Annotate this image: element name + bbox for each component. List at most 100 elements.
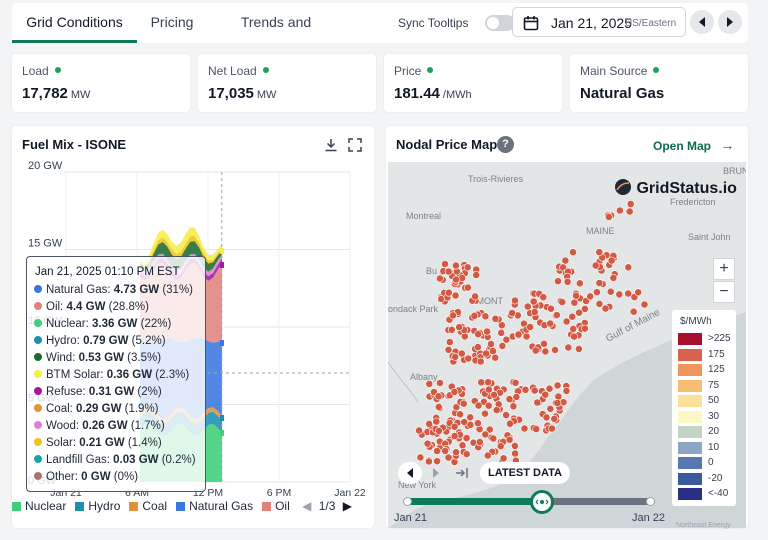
price-node-dot[interactable] <box>569 324 578 333</box>
sync-tooltips-toggle[interactable] <box>485 15 515 31</box>
price-node-dot[interactable] <box>575 279 584 288</box>
price-node-dot[interactable] <box>434 392 443 401</box>
price-node-dot[interactable] <box>492 406 501 414</box>
price-node-dot[interactable] <box>592 288 601 297</box>
price-node-dot[interactable] <box>496 442 505 451</box>
price-node-dot[interactable] <box>482 349 490 358</box>
price-node-dot[interactable] <box>423 439 432 448</box>
price-node-dot[interactable] <box>436 274 444 283</box>
price-node-dot[interactable] <box>629 307 638 316</box>
price-node-dot[interactable] <box>514 330 523 339</box>
price-node-dot[interactable] <box>626 200 635 208</box>
price-node-dot[interactable] <box>572 291 580 300</box>
price-node-dot[interactable] <box>601 304 610 313</box>
price-node-dot[interactable] <box>580 324 589 333</box>
price-node-dot[interactable] <box>542 413 551 422</box>
price-node-dot[interactable] <box>530 308 539 316</box>
price-node-dot[interactable] <box>541 347 550 356</box>
price-node-dot[interactable] <box>458 441 467 450</box>
price-node-dot[interactable] <box>484 378 493 387</box>
price-node-dot[interactable] <box>425 419 434 428</box>
price-node-dot[interactable] <box>533 398 542 407</box>
date-picker[interactable]: Jan 21, 2025 US/Eastern <box>512 7 686 37</box>
price-node-dot[interactable] <box>607 256 616 265</box>
price-node-dot[interactable] <box>552 311 561 319</box>
price-node-dot[interactable] <box>531 346 540 355</box>
price-node-dot[interactable] <box>434 402 443 411</box>
price-node-dot[interactable] <box>558 298 567 306</box>
price-node-dot[interactable] <box>561 256 570 265</box>
download-icon[interactable] <box>324 138 338 152</box>
price-node-dot[interactable] <box>595 299 604 308</box>
price-node-dot[interactable] <box>506 419 514 428</box>
price-node-dot[interactable] <box>450 387 459 396</box>
price-node-dot[interactable] <box>554 277 562 286</box>
time-slider-handle[interactable] <box>530 490 554 514</box>
price-node-dot[interactable] <box>483 451 492 460</box>
price-node-dot[interactable] <box>489 347 497 355</box>
price-node-dot[interactable] <box>497 328 506 337</box>
price-node-dot[interactable] <box>520 424 529 433</box>
price-node-dot[interactable] <box>441 446 450 455</box>
price-node-dot[interactable] <box>452 403 461 412</box>
price-node-dot[interactable] <box>457 349 466 358</box>
price-node-dot[interactable] <box>435 426 443 435</box>
price-node-dot[interactable] <box>634 288 643 297</box>
price-node-dot[interactable] <box>530 386 539 395</box>
price-node-dot[interactable] <box>502 411 510 419</box>
price-node-dot[interactable] <box>591 261 600 270</box>
price-node-dot[interactable] <box>472 271 481 279</box>
price-node-dot[interactable] <box>450 422 459 431</box>
price-node-dot[interactable] <box>452 261 460 270</box>
help-icon[interactable]: ? <box>497 136 514 153</box>
price-node-dot[interactable] <box>415 426 423 435</box>
legend-item-nuclear[interactable]: Nuclear <box>12 499 66 513</box>
price-node-dot[interactable] <box>640 300 649 309</box>
zoom-in-button[interactable]: + <box>713 258 735 280</box>
price-node-dot[interactable] <box>474 330 482 339</box>
price-node-dot[interactable] <box>505 435 514 444</box>
price-node-dot[interactable] <box>508 309 516 317</box>
price-node-dot[interactable] <box>444 345 453 354</box>
price-node-dot[interactable] <box>444 453 453 462</box>
price-node-dot[interactable] <box>490 390 498 399</box>
price-node-dot[interactable] <box>509 402 518 411</box>
legend-item-natural-gas[interactable]: Natural Gas <box>176 499 253 513</box>
play-button[interactable] <box>424 462 448 484</box>
price-node-dot[interactable] <box>568 312 577 321</box>
price-node-dot[interactable] <box>487 340 495 348</box>
price-node-dot[interactable] <box>546 319 555 328</box>
price-node-dot[interactable] <box>471 292 479 301</box>
price-node-dot[interactable] <box>462 434 471 442</box>
price-node-dot[interactable] <box>449 311 457 320</box>
price-node-dot[interactable] <box>474 419 482 428</box>
price-node-dot[interactable] <box>553 399 562 407</box>
legend-item-oil[interactable]: Oil <box>262 499 290 513</box>
price-node-dot[interactable] <box>512 392 521 401</box>
price-node-dot[interactable] <box>523 302 532 311</box>
price-node-dot[interactable] <box>470 311 479 320</box>
price-node-dot[interactable] <box>460 332 469 341</box>
price-node-dot[interactable] <box>511 441 519 450</box>
price-node-dot[interactable] <box>553 381 562 390</box>
fullscreen-icon[interactable] <box>348 138 362 152</box>
price-node-dot[interactable] <box>499 454 508 463</box>
price-node-dot[interactable] <box>481 312 490 321</box>
price-node-dot[interactable] <box>451 352 460 361</box>
latest-data-button[interactable]: LATEST DATA <box>480 462 570 484</box>
zoom-out-button[interactable]: − <box>713 281 735 303</box>
price-node-dot[interactable] <box>464 354 473 363</box>
price-node-dot[interactable] <box>575 308 583 317</box>
price-node-dot[interactable] <box>452 275 460 284</box>
price-node-dot[interactable] <box>497 321 506 330</box>
price-node-dot[interactable] <box>433 447 441 455</box>
price-node-dot[interactable] <box>463 263 472 272</box>
legend-item-hydro[interactable]: Hydro <box>75 499 120 513</box>
price-node-dot[interactable] <box>485 425 494 434</box>
price-node-dot[interactable] <box>570 332 578 341</box>
legend-item-coal[interactable]: Coal <box>129 499 167 513</box>
price-node-dot[interactable] <box>444 267 453 276</box>
price-node-dot[interactable] <box>491 353 500 362</box>
price-node-dot[interactable] <box>595 248 604 257</box>
price-node-dot[interactable] <box>586 292 595 301</box>
